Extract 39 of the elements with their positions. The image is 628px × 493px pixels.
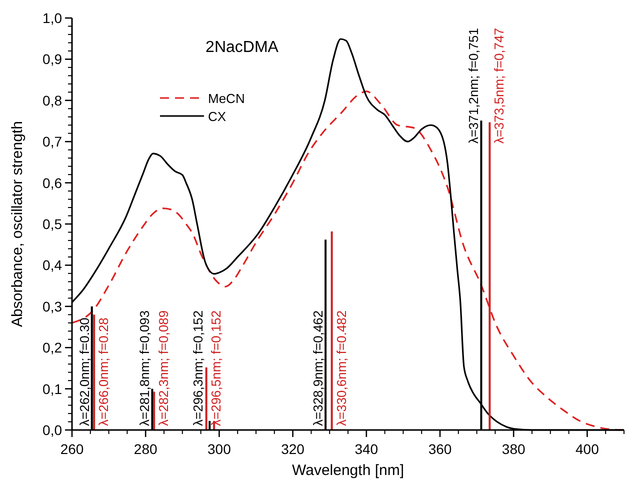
y-tick-label: 0,5 xyxy=(42,216,62,232)
data-label: λ=266,0nm; f=0.28 xyxy=(96,318,112,426)
bar xyxy=(330,231,333,430)
data-label: λ=296,5nm; f=0,152 xyxy=(208,310,224,426)
x-tick-label: 260 xyxy=(60,441,84,457)
y-tick-label: 1,0 xyxy=(42,10,62,26)
x-tick-label: 320 xyxy=(281,441,305,457)
data-label: λ=373,5nm; f=0,747 xyxy=(492,28,507,144)
legend-label: CX xyxy=(208,109,226,124)
bar xyxy=(153,392,156,430)
data-label: λ=281,8nm; f=0,093 xyxy=(137,310,152,426)
y-tick-label: 0,1 xyxy=(42,380,62,397)
x-tick-label: 280 xyxy=(134,441,158,457)
y-tick-label: 0,8 xyxy=(42,92,62,108)
y-tick-label: 0,4 xyxy=(42,257,62,274)
data-label: λ=328,9nm; f=0,462 xyxy=(310,310,326,426)
x-tick-label: 380 xyxy=(502,441,526,457)
bar xyxy=(93,314,96,430)
y-tick-label: 0,9 xyxy=(42,51,62,68)
data-label: λ=371,2nm; f=0,751 xyxy=(466,28,482,144)
y-tick-label: 0,3 xyxy=(42,298,62,314)
y-axis-title: Absorbance, oscillator strength xyxy=(9,121,26,327)
legend-label: MeCN xyxy=(208,91,245,106)
x-tick-label: 400 xyxy=(576,441,600,457)
y-tick-label: 0,7 xyxy=(42,134,62,150)
x-tick-label: 300 xyxy=(208,441,232,457)
x-axis-title: Wavelength [nm] xyxy=(292,462,404,479)
text: λ=296,3nm; f=0,152 xyxy=(190,310,206,426)
y-tick-label: 0,6 xyxy=(42,174,62,191)
bar xyxy=(488,122,491,430)
y-tick-label: 0,2 xyxy=(42,340,62,356)
x-tick-label: 340 xyxy=(354,441,378,457)
x-tick-label: 360 xyxy=(428,441,452,457)
y-tick-label: 0,0 xyxy=(42,422,62,438)
data-label: λ=282,3nm; f=0,089 xyxy=(156,310,172,426)
data-label: λ=262,0nm; f=0.30 xyxy=(76,318,92,426)
text: 2NacDMA xyxy=(206,39,279,56)
data-label: λ=330,6nm; f=0.482 xyxy=(334,310,349,426)
bar xyxy=(205,367,208,430)
